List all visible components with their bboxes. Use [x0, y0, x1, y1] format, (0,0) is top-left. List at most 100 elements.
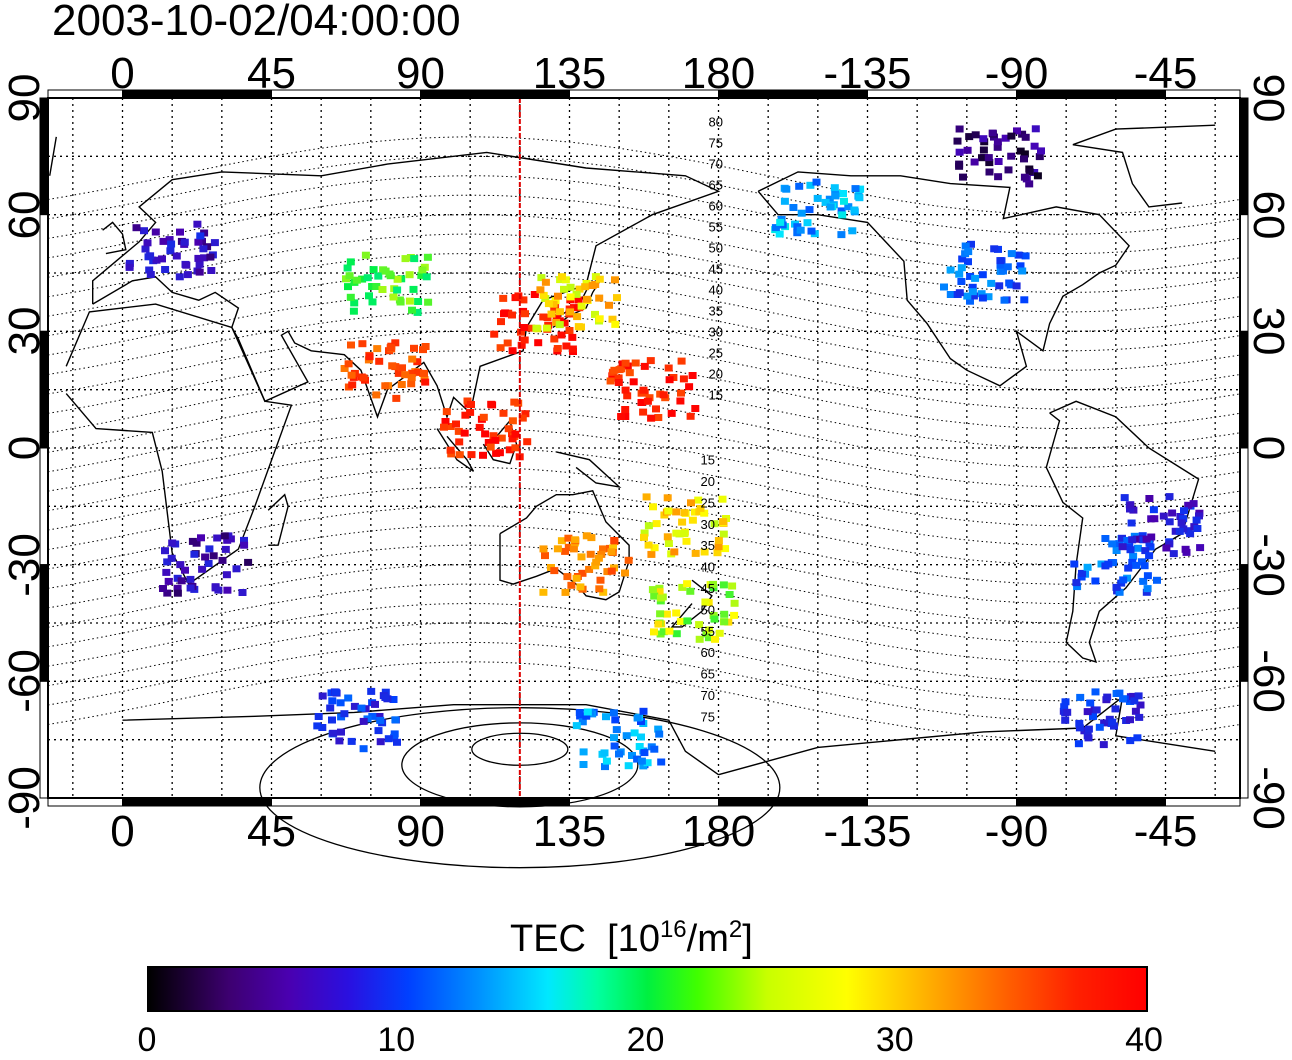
tec-pixel-south-pacific: [640, 533, 648, 541]
tec-pixel-south-atlantic: [1099, 741, 1108, 749]
tec-pixel-southern-africa: [209, 552, 218, 560]
tec-pixel-australia: [557, 537, 566, 545]
tec-pixel-europe: [180, 238, 189, 246]
tec-pixel-japan: [566, 293, 575, 301]
tec-pixel-brazil: [1126, 505, 1134, 513]
tec-pixel-central-asia: [358, 275, 367, 283]
tec-pixel-alaska: [771, 224, 780, 232]
tec-pixel-south-atlantic: [1131, 707, 1140, 715]
tec-pixel-antarctica-west: [340, 710, 349, 718]
tec-pixel-new-zealand: [695, 621, 704, 629]
bottom-axis-bar: [271, 797, 421, 807]
tec-pixel-antarctica-east: [601, 763, 609, 771]
tec-pixel-south-america: [1139, 577, 1148, 585]
magnetic-contour: [47, 350, 1241, 430]
tec-pixel-australia: [621, 569, 629, 577]
tec-pixel-south-pacific: [680, 509, 689, 517]
tec-pixel-arctic-canada: [1020, 155, 1028, 163]
tec-pixel-pacific-north: [623, 392, 632, 400]
tec-pixel-southern-africa: [240, 536, 248, 544]
tec-pixel-japan: [608, 315, 617, 323]
tec-pixel-north-america: [1014, 251, 1023, 259]
tec-pixel-southern-africa: [218, 556, 227, 564]
tec-pixel-east-asia: [521, 310, 529, 318]
tec-pixel-arctic-canada: [988, 129, 997, 137]
tec-pixel-southern-africa: [181, 566, 189, 574]
tec-pixel-central-asia: [389, 293, 398, 301]
tec-pixel-antarctica-east: [633, 714, 642, 722]
magnetic-contour: [47, 603, 1241, 682]
tec-pixel-north-america: [996, 257, 1005, 265]
colorbar-unit-mid: /m: [686, 918, 729, 960]
tec-pixel-central-asia: [349, 307, 358, 315]
tec-pixel-central-asia: [423, 253, 432, 261]
tec-pixel-japan: [539, 291, 548, 299]
tec-pixel-southeast-asia: [511, 430, 520, 438]
tec-pixel-new-zealand: [676, 617, 685, 625]
contour-label-south: 20: [701, 474, 715, 489]
tec-pixel-antarctica-west: [390, 730, 399, 738]
bottom-axis-bar: [1016, 797, 1166, 807]
tec-pixel-india: [407, 380, 416, 388]
contour-label-north: 25: [709, 345, 723, 360]
map-frame: [47, 97, 1241, 799]
tec-pixel-arctic-canada: [1007, 132, 1016, 140]
tec-pixel-central-asia: [344, 283, 352, 291]
tec-pixel-antarctica-east: [657, 758, 666, 766]
tec-pixel-central-asia: [417, 271, 426, 279]
tec-pixel-arctic-canada: [1035, 153, 1044, 161]
tec-pixel-antarctica-east: [579, 761, 588, 768]
tec-pixel-australia: [610, 537, 619, 544]
tec-pixel-antarctica-east: [655, 730, 664, 738]
tec-pixel-pacific-north: [679, 375, 688, 383]
tec-pixel-south-america: [1133, 544, 1142, 552]
tec-pixel-antarctica-east: [583, 708, 592, 716]
tec-pixel-arctic-canada: [985, 168, 994, 176]
tec-pixel-southern-africa: [201, 553, 210, 561]
tec-pixel-new-zealand: [656, 610, 665, 618]
bottom-axis-bar: [122, 797, 272, 807]
tec-pixel-europe: [175, 273, 184, 281]
tec-pixel-south-pacific: [680, 530, 689, 537]
colorbar-unit-exponent: 16: [659, 916, 687, 943]
tec-pixel-central-asia: [413, 308, 422, 316]
tec-pixel-southeast-asia: [510, 398, 519, 406]
tec-pixel-alaska: [844, 203, 853, 211]
tec-pixel-east-asia: [508, 347, 517, 355]
tec-pixel-arctic-canada: [1025, 180, 1034, 188]
right-latitude-tick: 0: [1244, 435, 1292, 461]
tec-pixel-southern-africa: [163, 558, 172, 566]
tec-pixel-brazil: [1195, 512, 1203, 520]
bottom-longitude-tick: 180: [681, 807, 756, 856]
left-latitude-tick: 0: [0, 435, 49, 461]
tec-pixel-southeast-asia: [521, 410, 530, 418]
tec-pixel-brazil: [1165, 493, 1174, 501]
tec-pixel-australia: [585, 565, 594, 573]
tec-pixel-india: [373, 345, 382, 353]
tec-pixel-south-america: [1123, 536, 1132, 544]
tec-pixel-new-zealand: [711, 635, 719, 643]
tec-pixel-north-america: [990, 245, 999, 253]
tec-pixel-east-asia: [550, 335, 559, 343]
tec-pixel-north-america: [978, 271, 987, 279]
tec-pixel-australia: [607, 567, 616, 575]
tec-pixel-north-america: [1003, 263, 1012, 271]
tec-pixel-southern-africa: [220, 532, 229, 540]
tec-pixel-brazil: [1180, 507, 1188, 515]
tec-pixel-antarctica-west: [313, 722, 322, 730]
tec-pixel-east-asia: [514, 292, 523, 300]
tec-pixel-north-america: [1020, 296, 1029, 304]
tec-pixel-japan: [577, 302, 586, 310]
tec-pixel-south-pacific: [721, 545, 730, 553]
tec-pixel-australia: [572, 574, 581, 582]
tec-pixel-brazil: [1168, 509, 1177, 517]
tec-pixel-southern-africa: [190, 550, 199, 558]
tec-pixel-new-zealand: [725, 591, 734, 598]
tec-pixel-india: [391, 339, 400, 347]
map-timestamp: 2003-10-02/04:00:00: [52, 0, 461, 45]
tec-pixel-south-pacific: [700, 509, 709, 517]
tec-pixel-north-america: [966, 272, 975, 280]
tec-pixel-south-atlantic: [1061, 716, 1070, 724]
tec-pixel-southern-africa: [222, 571, 231, 579]
